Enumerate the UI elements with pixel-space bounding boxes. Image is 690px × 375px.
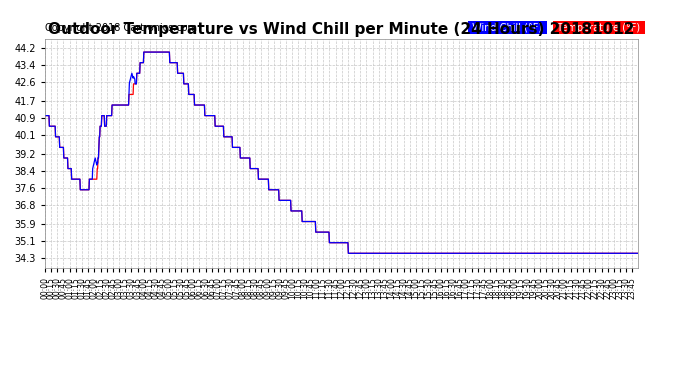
- Text: Temperature (°F): Temperature (°F): [554, 22, 643, 33]
- Text: Copyright 2018 Cartronics.com: Copyright 2018 Cartronics.com: [45, 22, 197, 33]
- Text: Wind Chill (°F): Wind Chill (°F): [469, 22, 545, 33]
- Title: Outdoor Temperature vs Wind Chill per Minute (24 Hours) 20181012: Outdoor Temperature vs Wind Chill per Mi…: [48, 22, 635, 37]
